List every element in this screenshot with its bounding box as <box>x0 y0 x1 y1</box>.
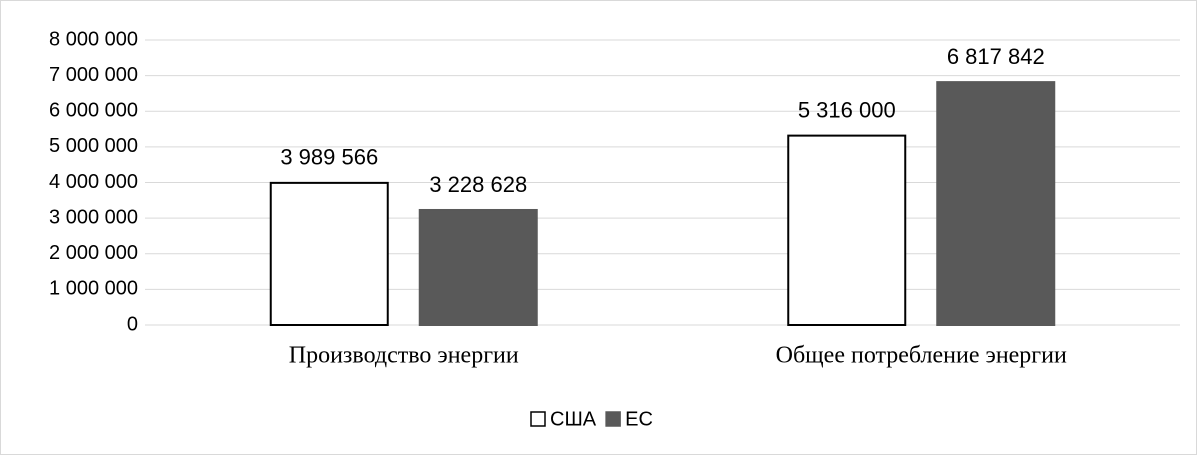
value-label: 6 817 842 <box>947 44 1045 69</box>
y-tick-label: 7 000 000 <box>49 64 138 86</box>
legend-label: ЕС <box>625 408 653 430</box>
y-tick-label: 3 000 000 <box>49 206 138 228</box>
bar <box>269 181 389 326</box>
bar <box>418 208 538 327</box>
y-tick-label: 5 000 000 <box>49 135 138 157</box>
y-tick-label: 6 000 000 <box>49 100 138 122</box>
legend-label: США <box>550 408 597 430</box>
y-tick-label: 0 <box>127 313 138 335</box>
x-tick-label: Общее потребление энергии <box>776 343 1067 369</box>
bar <box>787 134 907 326</box>
bar <box>936 81 1056 326</box>
value-label: 3 989 566 <box>280 145 378 170</box>
y-tick-label: 1 000 000 <box>49 278 138 300</box>
y-tick-label: 8 000 000 <box>49 28 138 50</box>
x-tick-label: Производство энергии <box>289 343 519 369</box>
value-label: 5 316 000 <box>798 97 896 122</box>
y-tick-label: 2 000 000 <box>49 242 138 264</box>
legend-swatch <box>530 411 546 427</box>
y-tick-label: 4 000 000 <box>49 171 138 193</box>
value-label: 3 228 628 <box>429 172 527 197</box>
legend-swatch <box>605 411 621 427</box>
